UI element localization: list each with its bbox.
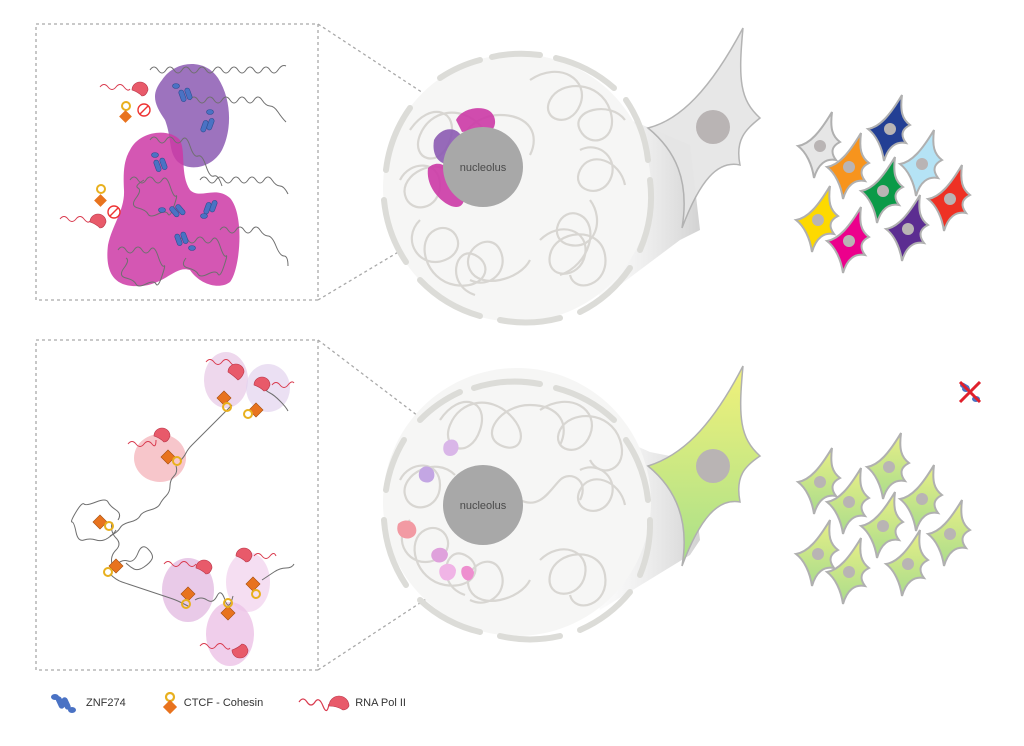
ctcf-cohesin-complexes: [92, 390, 264, 621]
znf274-knockout-icon: [958, 380, 982, 404]
nucleolus-label-bottom: nucleolus: [460, 500, 507, 512]
legend-item-rna-pol-ii: RNA Pol II: [297, 692, 406, 714]
nucleolus-label-top: nucleolus: [460, 162, 507, 174]
cell-navy: [867, 94, 911, 162]
nucleus-bottom: nucleolus: [381, 368, 654, 643]
nuclear-envelope: [381, 50, 655, 326]
cell-enlarged-bottom: [646, 365, 762, 567]
nucleolus-bottom: [443, 465, 523, 545]
magenta-domain-mark-lower: [427, 163, 464, 207]
blocked-factors-upper: [99, 81, 151, 123]
active-domain-mark-1: [443, 439, 459, 456]
active-domain-mark-6: [461, 565, 474, 581]
nucleus-top: nucleolus: [381, 50, 655, 326]
rna-pol-ii-icon: [298, 695, 350, 712]
rna-pol-ii-active: [127, 359, 295, 659]
cell-green: [860, 156, 904, 224]
chromatin-fibers: [117, 65, 289, 287]
chromatin-fibers-bottom: [71, 384, 295, 607]
cell-population-homogeneous: [795, 432, 971, 605]
legend-item-znf274: ZNF274: [48, 692, 126, 714]
active-domains: [134, 352, 290, 666]
active-domain-mark-3: [397, 520, 417, 539]
nucleolus-top: [443, 127, 523, 207]
active-domain-mark-4: [431, 547, 448, 563]
znf274-proteins: [151, 83, 218, 251]
cell-light-blue: [899, 129, 943, 197]
active-domain-mark-5: [439, 563, 456, 581]
legend-label-rna-pol-ii: RNA Pol II: [355, 697, 406, 709]
active-domain-mark-2: [418, 466, 435, 483]
legend-label-ctcf-cohesin: CTCF - Cohesin: [183, 697, 264, 709]
zoom-frame-bottom: [35, 339, 319, 671]
cell-enlarged-top: [646, 27, 762, 229]
legend-item-ctcf-cohesin: CTCF - Cohesin: [160, 692, 263, 714]
zoom-line-bottom-upper: [317, 339, 456, 445]
ctcf-cohesin-icon: [162, 692, 177, 714]
bottom-panel: nucleolus: [35, 339, 982, 671]
chromatin-loops: [399, 70, 627, 297]
top-panel: nucleolus: [35, 23, 971, 326]
znf274-icon: [51, 694, 76, 713]
cell-population-heterogeneous: [795, 94, 971, 274]
legend: ZNF274 CTCF - Cohesin RNA Pol II: [48, 692, 440, 714]
zoom-frame-top: [35, 23, 319, 301]
blocked-factors-lower: [59, 184, 121, 229]
legend-label-znf274: ZNF274: [86, 697, 126, 709]
nuclear-envelope-bottom: [381, 378, 654, 643]
